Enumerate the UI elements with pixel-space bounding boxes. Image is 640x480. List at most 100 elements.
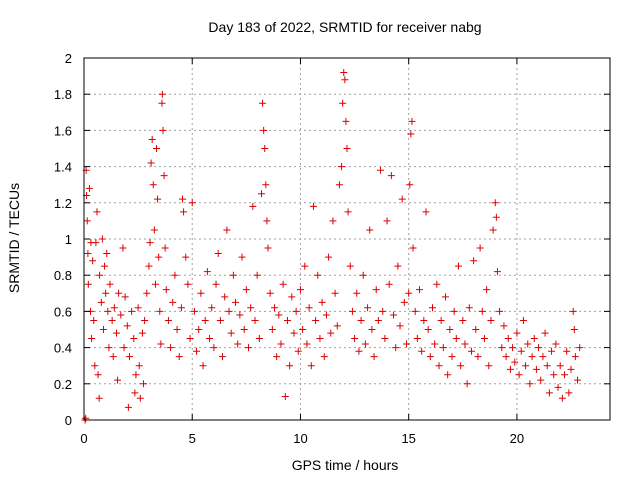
data-point [154, 195, 162, 203]
data-point [148, 135, 156, 143]
data-point [325, 253, 333, 261]
data-point [478, 307, 486, 315]
data-point [454, 262, 462, 270]
data-point [92, 239, 100, 247]
x-tick-label: 10 [293, 431, 307, 446]
data-point [459, 316, 467, 324]
y-tick-label: 1.6 [54, 123, 72, 138]
data-point [483, 286, 491, 294]
data-point [140, 380, 148, 388]
data-point [251, 316, 259, 324]
data-point [171, 271, 179, 279]
data-point [331, 289, 339, 297]
data-point [474, 353, 482, 361]
data-point [515, 371, 523, 379]
data-point [257, 190, 265, 198]
data-point [343, 145, 351, 152]
data-point [91, 362, 99, 370]
data-point [409, 244, 417, 252]
data-point [406, 181, 414, 189]
data-point [286, 362, 294, 370]
data-point [309, 202, 317, 210]
data-point [124, 403, 132, 411]
data-point [121, 293, 129, 301]
data-point [576, 344, 584, 352]
data-point [461, 340, 469, 348]
data-point [472, 326, 480, 333]
data-point [259, 99, 267, 107]
data-point [372, 286, 380, 294]
data-point [502, 353, 510, 361]
data-point [232, 298, 240, 306]
x-tick-label: 5 [189, 431, 196, 446]
data-point [496, 307, 504, 315]
data-point [565, 389, 573, 397]
data-point [102, 289, 110, 297]
data-point [197, 289, 205, 297]
data-point [240, 326, 248, 333]
data-point [94, 371, 102, 379]
data-point [524, 340, 532, 348]
data-point [182, 253, 190, 261]
data-point [491, 199, 499, 207]
data-point [93, 208, 101, 216]
data-point [396, 322, 404, 330]
data-point [112, 329, 120, 337]
data-point [114, 376, 122, 384]
data-series [81, 68, 584, 424]
y-tick-label: 0.2 [54, 377, 72, 392]
data-point [400, 298, 408, 306]
data-point [164, 316, 172, 324]
data-point [167, 344, 175, 352]
data-point [344, 208, 352, 216]
data-point [340, 68, 348, 76]
data-point [135, 362, 143, 370]
x-tick-label: 20 [510, 431, 524, 446]
data-point [530, 335, 538, 343]
data-point [574, 376, 582, 384]
data-point [327, 329, 335, 337]
x-tick-label: 0 [80, 431, 87, 446]
data-point [277, 340, 285, 348]
data-point [159, 126, 167, 134]
data-point [299, 326, 307, 333]
y-tick-label: 1 [65, 232, 72, 247]
data-point [132, 371, 140, 379]
data-point [408, 117, 416, 125]
data-point [162, 286, 170, 294]
data-point [394, 262, 402, 270]
data-point [275, 311, 283, 319]
data-point [212, 280, 220, 288]
data-point [234, 340, 242, 348]
data-point [405, 289, 413, 297]
data-point [387, 172, 395, 180]
data-point [379, 307, 387, 315]
data-point [422, 208, 430, 216]
data-point [145, 262, 153, 270]
data-point [563, 347, 571, 355]
y-tick-label: 0.6 [54, 304, 72, 319]
data-point [368, 326, 376, 333]
data-point [532, 365, 540, 373]
data-point [253, 271, 261, 279]
data-point [446, 326, 454, 333]
data-point [229, 271, 237, 279]
data-point [463, 380, 471, 388]
data-point [359, 271, 367, 279]
data-point [146, 239, 154, 247]
data-point [392, 344, 400, 352]
data-point [416, 286, 424, 294]
data-point [108, 316, 116, 324]
data-point [424, 326, 432, 333]
data-point [351, 335, 359, 343]
data-point [545, 389, 553, 397]
data-point [429, 304, 437, 312]
data-point [255, 335, 263, 343]
data-point [236, 311, 244, 319]
data-point [119, 244, 127, 252]
data-point [403, 340, 411, 348]
data-point [561, 371, 569, 379]
data-point [95, 394, 103, 402]
data-point [84, 249, 92, 257]
data-point [355, 347, 363, 355]
